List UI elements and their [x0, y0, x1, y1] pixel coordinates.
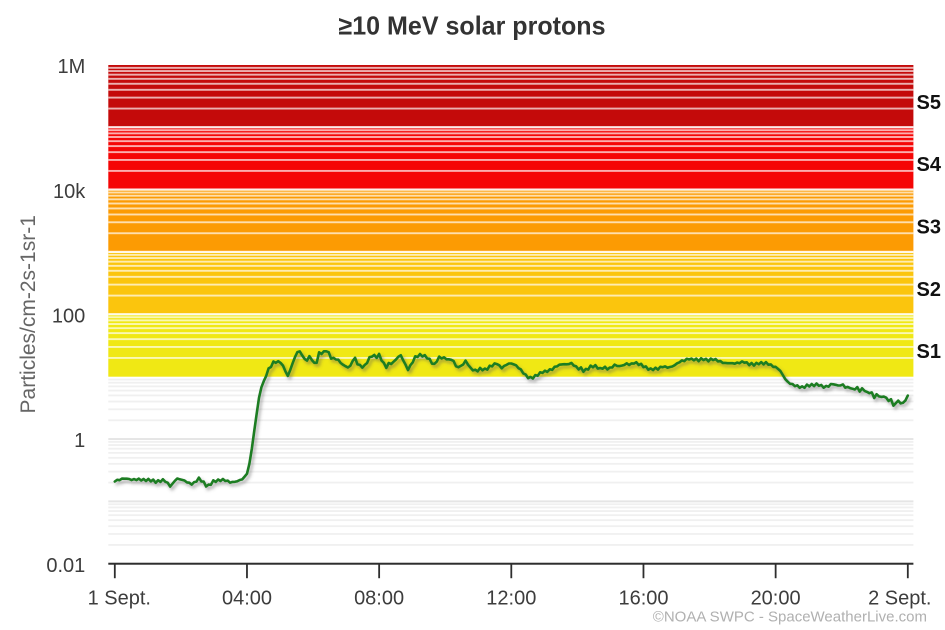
svg-text:10k: 10k [53, 181, 86, 203]
svg-text:0.01: 0.01 [46, 555, 85, 577]
svg-text:S1: S1 [917, 341, 941, 363]
svg-text:1: 1 [74, 430, 85, 452]
svg-text:©NOAA SWPC - SpaceWeatherLive.: ©NOAA SWPC - SpaceWeatherLive.com [653, 609, 927, 626]
svg-text:S5: S5 [917, 92, 941, 114]
svg-text:S3: S3 [917, 216, 941, 238]
svg-text:≥10 MeV solar protons: ≥10 MeV solar protons [339, 11, 606, 41]
svg-text:16:00: 16:00 [618, 588, 668, 610]
svg-text:08:00: 08:00 [354, 588, 404, 610]
svg-text:04:00: 04:00 [222, 588, 272, 610]
svg-text:2 Sept.: 2 Sept. [868, 588, 931, 610]
svg-text:S4: S4 [917, 154, 942, 176]
svg-text:Particles/cm-2s-1sr-1: Particles/cm-2s-1sr-1 [17, 215, 40, 413]
svg-text:100: 100 [52, 306, 85, 328]
svg-text:S2: S2 [917, 279, 941, 301]
svg-text:12:00: 12:00 [486, 588, 536, 610]
svg-text:1M: 1M [58, 56, 86, 78]
svg-text:1 Sept.: 1 Sept. [88, 588, 151, 610]
svg-text:20:00: 20:00 [751, 588, 801, 610]
